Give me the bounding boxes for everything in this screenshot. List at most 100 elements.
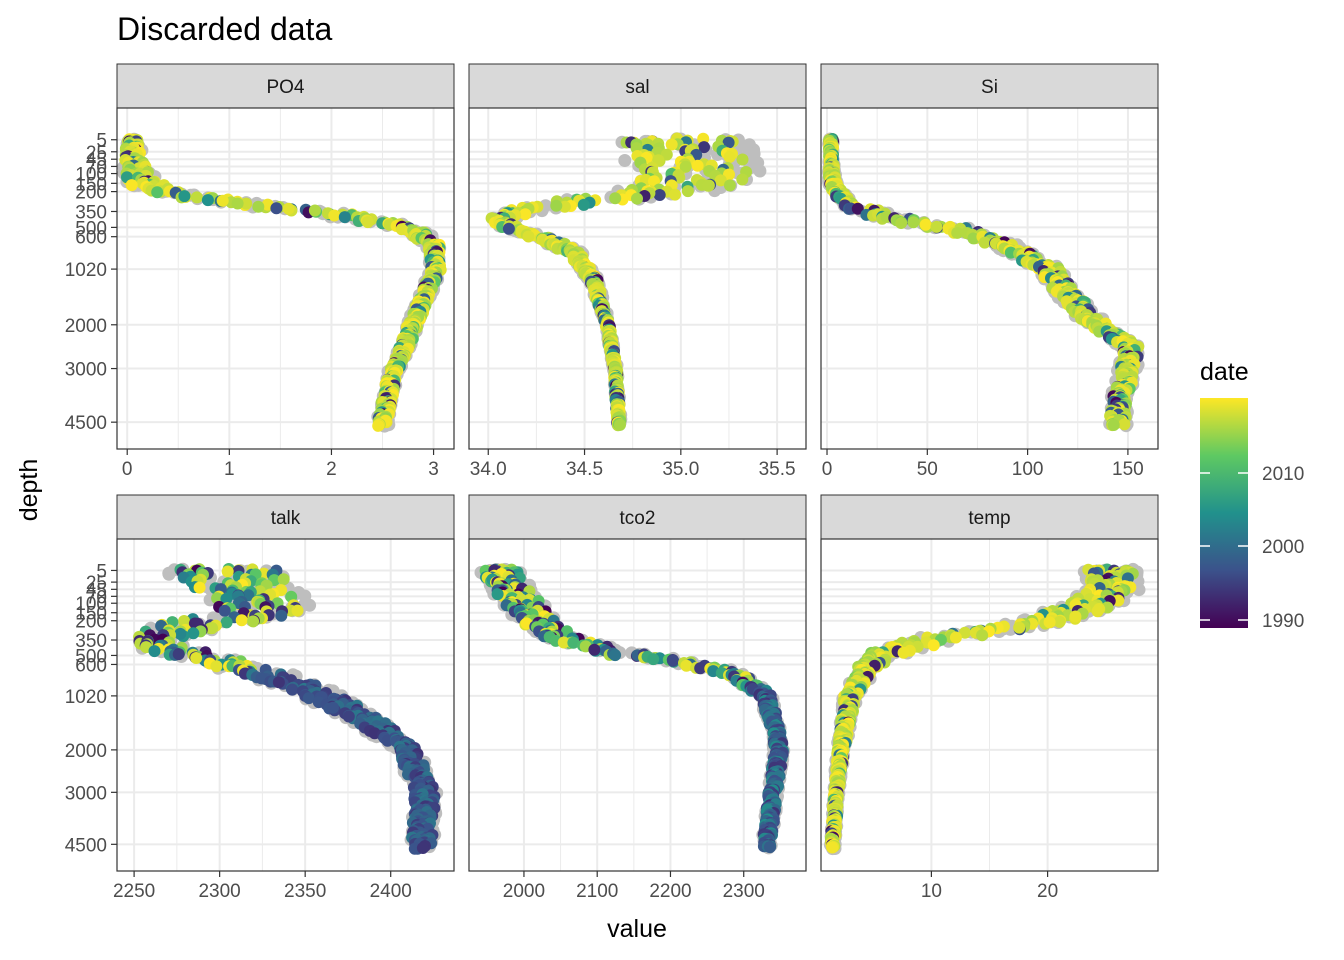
panel-gridlines <box>821 108 1158 449</box>
panel-border <box>468 538 807 872</box>
data-point <box>522 230 535 243</box>
data-point <box>851 202 864 215</box>
y-tick-label: 4500 <box>65 835 107 856</box>
data-point <box>235 614 248 627</box>
data-point <box>679 160 692 173</box>
x-tick-label: 50 <box>917 459 938 480</box>
data-point <box>1043 616 1056 629</box>
y-tick-label: 2000 <box>65 741 107 762</box>
facet-strip-label: Si <box>981 77 998 98</box>
data-point <box>148 645 161 658</box>
data-point <box>951 226 964 239</box>
data-point <box>416 842 429 854</box>
data-point <box>653 189 666 201</box>
data-point <box>698 141 710 154</box>
data-point <box>327 701 339 714</box>
data-point <box>609 649 622 662</box>
y-tick-label: 600 <box>75 228 107 249</box>
facet-strip <box>820 494 1159 540</box>
facet-panels: PO4 0 1 2 3 525457010015020035050060010202000… <box>65 63 1159 902</box>
data-point <box>897 646 910 659</box>
x-tick-label: 2000 <box>503 881 545 902</box>
data-point <box>210 660 223 673</box>
data-point <box>1013 621 1026 634</box>
data-point <box>714 174 727 187</box>
data-point <box>614 418 626 431</box>
data-point <box>1091 605 1104 618</box>
x-tick-label: 2 <box>326 459 337 480</box>
data-point <box>220 592 233 605</box>
data-point <box>557 636 570 649</box>
data-point <box>680 659 693 672</box>
data-point <box>328 209 341 222</box>
y-tick-label: 500 <box>75 218 107 239</box>
discarded-point <box>303 598 317 612</box>
data-point <box>308 204 321 217</box>
data-point <box>272 676 285 689</box>
data-point <box>723 179 736 192</box>
data-point <box>665 138 678 151</box>
y-tick-label: 4500 <box>65 413 107 434</box>
data-point <box>286 683 299 696</box>
data-point <box>277 573 290 586</box>
data-point <box>291 604 304 617</box>
y-tick-label: 1020 <box>65 260 107 281</box>
y-tick-label: 2000 <box>65 316 107 337</box>
data-point <box>927 639 940 652</box>
data-point <box>342 710 355 723</box>
data-point <box>151 186 164 199</box>
y-tick-label: 3000 <box>65 360 107 381</box>
data-points <box>824 562 1146 856</box>
panel-border <box>820 107 1159 450</box>
data-point <box>1112 594 1125 607</box>
y-tick-label: 350 <box>75 202 107 223</box>
x-axis: 34.0 34.5 35.0 35.5 <box>470 449 796 480</box>
chart-title: Discarded data <box>117 11 332 47</box>
x-tick-label: 0 <box>122 459 133 480</box>
data-point <box>231 197 244 210</box>
x-tick-label: 100 <box>1012 459 1044 480</box>
x-tick-label: 1 <box>224 459 235 480</box>
data-point <box>206 622 219 635</box>
x-tick-label: 10 <box>921 881 942 902</box>
y-tick-label: 45 <box>86 150 107 171</box>
data-point <box>631 192 643 205</box>
data-point <box>907 216 920 229</box>
data-point <box>976 629 989 642</box>
data-point <box>919 218 932 231</box>
data-point <box>190 652 203 664</box>
data-point <box>567 636 580 649</box>
facet-strip-label: tco2 <box>620 508 656 529</box>
facet-strip-label: PO4 <box>266 77 304 98</box>
x-tick-label: 3 <box>428 459 439 480</box>
panel-border <box>468 107 807 450</box>
data-point <box>647 653 660 666</box>
data-point <box>519 208 532 221</box>
data-point <box>577 198 590 211</box>
data-points <box>133 562 444 855</box>
y-tick-label: 150 <box>75 604 107 625</box>
legend-tick-label: 1990 <box>1262 611 1304 632</box>
data-point <box>669 188 681 201</box>
data-point <box>282 202 295 215</box>
panel-border <box>820 538 1159 872</box>
x-axis: 0 1 2 3 <box>122 449 439 480</box>
data-point <box>1107 419 1120 431</box>
x-tick-label: 2400 <box>370 881 412 902</box>
y-axis: 5254570100150200350500600102020003000450… <box>65 561 117 856</box>
data-point <box>275 609 288 622</box>
data-point <box>361 216 374 229</box>
discarded-point <box>753 164 767 178</box>
data-point <box>1053 615 1066 628</box>
x-tick-label: 34.0 <box>470 459 507 480</box>
x-axis: 2250 2300 2350 2400 <box>113 871 412 902</box>
panel-gridlines <box>821 539 1158 871</box>
data-point <box>502 222 515 235</box>
data-point <box>240 197 253 210</box>
data-point <box>609 192 622 205</box>
